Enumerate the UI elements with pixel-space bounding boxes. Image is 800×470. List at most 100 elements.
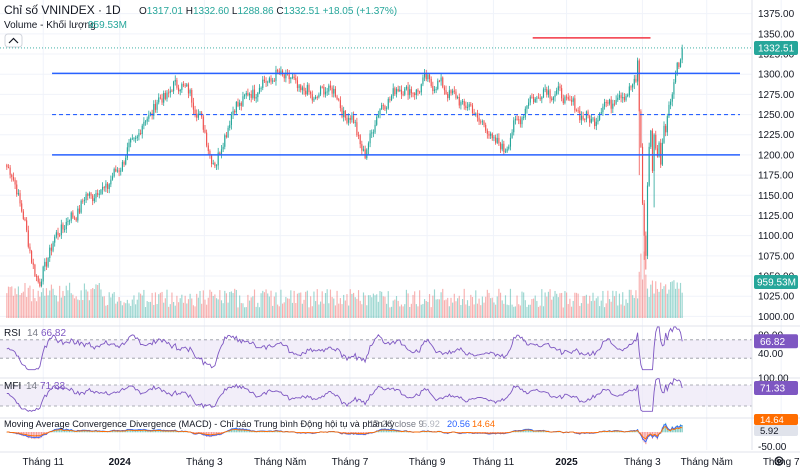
candle-body (528, 102, 530, 106)
volume-bar (258, 307, 261, 318)
candle-body (321, 86, 323, 88)
candle-body (85, 194, 87, 201)
chevron-up-icon[interactable] (4, 33, 23, 48)
macd-value-label: 14.64 (760, 415, 784, 426)
macd-tick-label: -50.00 (758, 442, 787, 453)
candle-body (503, 143, 505, 153)
volume-bar (85, 289, 87, 318)
volume-bar (440, 292, 442, 318)
volume-bar (646, 288, 649, 318)
drawn-levels[interactable] (0, 37, 752, 156)
volume-bar (460, 305, 462, 318)
volume-bar (154, 292, 157, 318)
symbol-title[interactable]: Chỉ số VNINDEX · 1D (4, 3, 121, 17)
volume-bar (498, 288, 500, 318)
candle-body (433, 89, 436, 92)
volume-bar (298, 292, 300, 318)
volume-bars (6, 251, 683, 318)
volume-bar (77, 299, 79, 318)
volume-bar (493, 302, 495, 318)
rsi-tick-label: 40.00 (758, 349, 783, 360)
candle-body (22, 211, 24, 219)
candle-body (635, 78, 637, 82)
candle-body (131, 138, 133, 140)
volume-bar (131, 299, 133, 318)
volume-bar (483, 302, 485, 318)
volume-bar (561, 292, 563, 318)
price-axis[interactable]: 1000.001025.001050.001075.001100.001125.… (751, 0, 798, 453)
candle-body (93, 198, 95, 202)
candle-body (336, 96, 338, 100)
candle-body (531, 96, 533, 98)
candle-body (594, 118, 596, 127)
macd-histogram-bar (673, 428, 675, 433)
candle-body (19, 193, 21, 204)
gear-icon[interactable] (774, 456, 784, 466)
volume-bar (395, 296, 398, 318)
volume-bar (630, 289, 632, 318)
candle-body (333, 88, 335, 94)
volume-bar (526, 306, 528, 318)
candle-body (524, 108, 526, 118)
candle-body (379, 109, 381, 115)
volume-bar (386, 303, 388, 318)
time-axis[interactable]: Tháng 11 2024 Tháng 3 Tháng Năm Tháng 7 Tháng… (0, 451, 800, 468)
volume-bar (605, 303, 607, 318)
candle-body (339, 100, 341, 109)
candle-body (648, 146, 650, 186)
candle-body (232, 110, 234, 115)
volume-bar (222, 303, 224, 318)
volume-bar (106, 304, 109, 318)
volume-bar (88, 300, 90, 318)
candle-body (338, 99, 340, 101)
volume-bar (531, 299, 533, 318)
volume-bar (295, 303, 297, 318)
candle-body (450, 90, 452, 94)
candle-body (516, 118, 518, 120)
candle-body (440, 77, 442, 82)
volume-bar (491, 297, 493, 318)
candle-body (158, 97, 160, 103)
candle-body (260, 87, 262, 89)
volume-bar (402, 306, 404, 318)
candle-body (34, 264, 36, 277)
volume-bar (612, 290, 614, 318)
candle-body (316, 96, 318, 98)
price-tick-label: 1200.00 (758, 150, 795, 161)
macd-histogram-bar (526, 428, 528, 433)
volume-bar (394, 299, 396, 318)
candle-body (154, 103, 157, 110)
candle-body (603, 102, 606, 107)
candle-body (389, 99, 391, 101)
volume-bar (201, 303, 203, 318)
volume-bar (608, 299, 611, 318)
volume-bar (219, 290, 221, 318)
candle-body (508, 146, 510, 149)
candle-body (225, 135, 228, 138)
candle-body (579, 110, 581, 121)
volume-bar (225, 293, 228, 318)
volume-bar (450, 297, 452, 318)
candle-body (270, 78, 272, 82)
volume-bar (121, 305, 123, 318)
candle-body (428, 74, 431, 79)
candle-body (133, 138, 135, 140)
volume-bar (9, 287, 11, 318)
volume-bar (372, 293, 374, 318)
candle-body (78, 208, 81, 213)
candle-body (417, 89, 419, 92)
price-tick-label: 1125.00 (758, 211, 794, 222)
volume-bar (536, 300, 538, 318)
candle-body (82, 200, 84, 202)
chart-legend: Chỉ số VNINDEX · 1D O1317.01 H1332.60 L1… (4, 3, 397, 48)
volume-bar (679, 282, 682, 318)
volume-bar (628, 289, 630, 318)
volume-bar (39, 296, 41, 318)
candle-body (541, 97, 543, 100)
volume-bar (377, 301, 379, 318)
volume-bar (400, 304, 403, 318)
candle-body (88, 193, 90, 196)
volume-bar (14, 288, 16, 318)
volume-bar (64, 295, 66, 318)
